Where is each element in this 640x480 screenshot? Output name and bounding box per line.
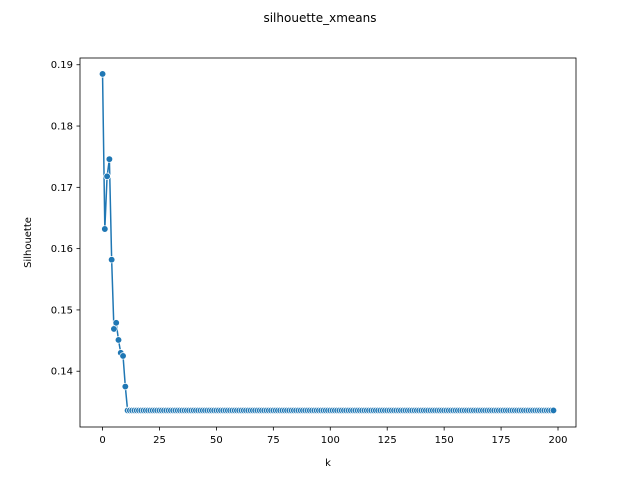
x-tick-label: 50 xyxy=(210,435,223,446)
data-point xyxy=(121,382,129,391)
x-axis-label: k xyxy=(325,458,331,469)
y-tick-label: 0.18 xyxy=(51,122,73,133)
chart-title: silhouette_xmeans xyxy=(263,11,376,25)
data-point xyxy=(549,406,558,415)
x-axis: 0 25 50 75 100 125 150 175 200 xyxy=(99,427,568,446)
x-tick-label: 25 xyxy=(153,435,166,446)
data-point xyxy=(119,352,127,360)
y-tick-label: 0.17 xyxy=(51,183,73,194)
data-point xyxy=(107,256,116,264)
data-point xyxy=(114,336,123,344)
data-point xyxy=(110,325,118,333)
y-axis: 0.14 0.15 0.16 0.17 0.18 0.19 xyxy=(51,60,80,378)
x-tick-label: 75 xyxy=(267,435,280,446)
y-tick-label: 0.15 xyxy=(51,305,73,316)
x-tick-label: 200 xyxy=(548,435,567,446)
data-point xyxy=(103,172,111,180)
y-tick-label: 0.19 xyxy=(51,60,73,71)
x-tick-label: 0 xyxy=(99,435,105,446)
y-tick-label: 0.16 xyxy=(51,244,73,255)
data-point xyxy=(101,225,109,233)
data-point xyxy=(98,70,107,78)
y-tick-label: 0.14 xyxy=(51,367,73,378)
axes-frame xyxy=(79,57,577,428)
x-tick-label: 175 xyxy=(492,435,511,446)
x-tick-label: 150 xyxy=(435,435,454,446)
plot-area xyxy=(98,70,558,415)
data-point xyxy=(112,319,120,327)
y-axis-label: Silhouette xyxy=(23,217,34,268)
x-tick-label: 100 xyxy=(321,435,340,446)
x-tick-label: 125 xyxy=(378,435,397,446)
data-point xyxy=(105,155,114,163)
